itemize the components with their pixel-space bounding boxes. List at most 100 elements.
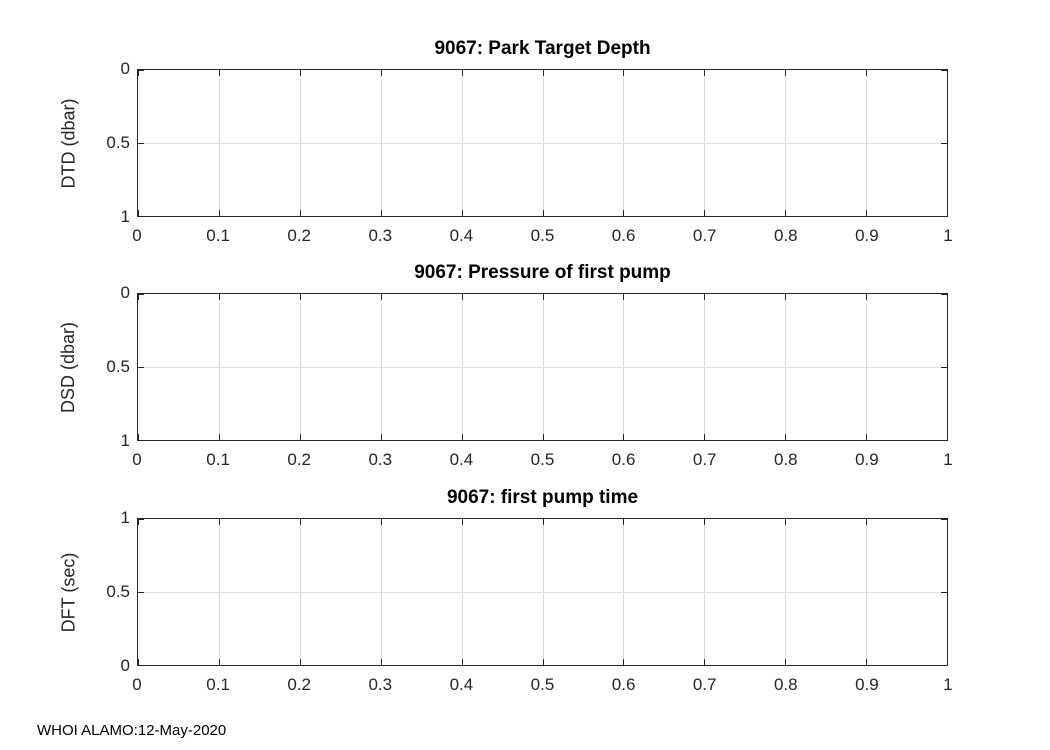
x-tick-mark — [947, 519, 948, 525]
y-tick-mark — [941, 519, 947, 520]
x-tick-mark — [218, 434, 220, 440]
y-tick-label: 1 — [120, 207, 130, 226]
y-tick-mark — [138, 216, 144, 217]
x-tick-mark — [785, 659, 787, 665]
x-tick-mark — [299, 70, 301, 76]
x-tick-mark — [542, 294, 544, 300]
x-tick-label: 0.1 — [206, 226, 230, 245]
chart-title: 9067: Park Target Depth — [434, 38, 651, 59]
x-tick-label: 0.7 — [692, 450, 717, 469]
x-tick-label: 0 — [132, 226, 142, 245]
x-tick-label: 0.4 — [449, 675, 474, 694]
x-tick-mark — [218, 70, 220, 76]
x-tick-mark — [704, 659, 706, 665]
x-tick-mark — [947, 210, 948, 216]
x-tick-mark — [138, 519, 139, 525]
y-tick-mark — [941, 70, 947, 71]
x-tick-mark — [704, 519, 706, 525]
x-tick-label: 0.6 — [611, 675, 636, 694]
x-tick-mark — [380, 519, 382, 525]
y-tick-label: 0 — [120, 283, 130, 302]
x-tick-mark — [785, 70, 787, 76]
x-tick-mark — [299, 210, 301, 216]
x-tick-label: 0.9 — [855, 450, 879, 469]
x-tick-mark — [299, 294, 301, 300]
x-tick-mark — [461, 519, 463, 525]
y-tick-label: 0.5 — [106, 133, 130, 152]
x-tick-label: 0 — [132, 450, 142, 469]
x-axis-tick-labels: 0 0.1 0.2 0.3 0.4 0.5 0.6 0.7 0.8 0.9 1 — [132, 225, 952, 247]
x-tick-mark — [138, 434, 139, 440]
x-tick-mark — [461, 434, 463, 440]
plot-area — [137, 69, 948, 217]
x-tick-mark — [623, 294, 625, 300]
x-tick-mark — [866, 519, 868, 525]
x-tick-mark — [138, 659, 139, 665]
y-axis-tick-labels: 0 0.5 1 — [0, 59, 130, 226]
x-tick-label: 0.8 — [773, 675, 798, 694]
x-tick-label: 1 — [943, 450, 953, 469]
x-tick-label: 0.3 — [368, 450, 393, 469]
watermark-text: WHOI ALAMO:12-May-2020 — [37, 722, 227, 739]
x-tick-mark — [866, 659, 868, 665]
x-tick-mark — [542, 519, 544, 525]
x-tick-label: 0.4 — [449, 226, 474, 245]
y-axis-tick-labels: 0 0.5 1 — [0, 283, 130, 450]
x-tick-mark — [623, 210, 625, 216]
x-tick-mark — [866, 294, 868, 300]
gridline-horizontal — [138, 367, 947, 368]
x-tick-mark — [461, 294, 463, 300]
y-tick-mark — [941, 143, 947, 144]
y-tick-mark — [138, 519, 144, 520]
x-tick-mark — [218, 659, 220, 665]
x-tick-mark — [623, 434, 625, 440]
x-tick-label: 0.9 — [855, 226, 879, 245]
x-tick-label: 0.2 — [287, 226, 312, 245]
y-tick-mark — [941, 665, 947, 666]
x-tick-label: 0.6 — [611, 226, 636, 245]
y-tick-label: 0 — [120, 656, 130, 675]
y-tick-mark — [138, 143, 144, 144]
x-tick-mark — [542, 434, 544, 440]
y-tick-label: 1 — [120, 508, 130, 527]
y-tick-mark — [941, 367, 947, 368]
x-tick-mark — [542, 70, 544, 76]
y-axis-tick-labels: 0 0.5 1 — [0, 508, 130, 675]
x-tick-mark — [380, 294, 382, 300]
x-tick-mark — [866, 210, 868, 216]
x-tick-label: 0.2 — [287, 675, 312, 694]
x-axis-tick-labels: 0 0.1 0.2 0.3 0.4 0.5 0.6 0.7 0.8 0.9 1 — [132, 674, 952, 696]
x-tick-label: 1 — [943, 675, 953, 694]
y-tick-mark — [941, 294, 947, 295]
x-tick-mark — [866, 434, 868, 440]
y-tick-mark — [941, 440, 947, 441]
x-tick-label: 0.3 — [368, 226, 393, 245]
y-tick-label: 0.5 — [106, 357, 130, 376]
x-tick-mark — [785, 294, 787, 300]
x-tick-mark — [380, 70, 382, 76]
x-tick-mark — [299, 434, 301, 440]
x-tick-mark — [542, 210, 544, 216]
x-tick-mark — [704, 210, 706, 216]
x-tick-mark — [623, 70, 625, 76]
y-tick-mark — [138, 294, 144, 295]
x-tick-label: 0.2 — [287, 450, 312, 469]
x-tick-mark — [785, 210, 787, 216]
x-tick-mark — [218, 294, 220, 300]
x-tick-mark — [704, 294, 706, 300]
x-tick-mark — [218, 519, 220, 525]
plot-area — [137, 518, 948, 666]
x-tick-mark — [866, 70, 868, 76]
x-tick-mark — [299, 519, 301, 525]
x-tick-mark — [623, 659, 625, 665]
y-tick-mark — [138, 440, 144, 441]
x-tick-mark — [380, 659, 382, 665]
x-tick-mark — [785, 519, 787, 525]
y-tick-mark — [138, 367, 144, 368]
x-tick-label: 0.8 — [773, 226, 798, 245]
x-tick-mark — [785, 434, 787, 440]
x-tick-mark — [947, 659, 948, 665]
subplot-pressure-first-pump: 9067: Pressure of first pump DSD (dbar) … — [0, 262, 1050, 469]
